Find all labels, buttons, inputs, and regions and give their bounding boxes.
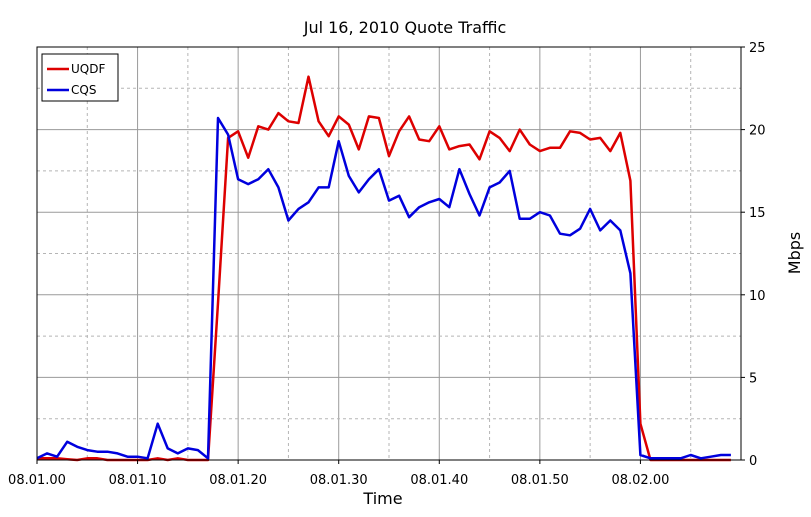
x-tick-label: 08.01.20 — [209, 473, 267, 488]
x-tick-label: 08.01.40 — [410, 473, 468, 488]
y-tick-label: 0 — [749, 454, 757, 469]
x-tick-label: 08.01.00 — [8, 473, 66, 488]
series-line-cqs — [36, 116, 731, 460]
series-line-uqdf — [37, 75, 731, 462]
x-tick-label: 08.01.50 — [511, 473, 569, 488]
x-tick-label: 08.02.00 — [611, 473, 669, 488]
y-tick-label: 5 — [749, 371, 757, 386]
y-tick-label: 20 — [749, 124, 766, 139]
chart-title: Jul 16, 2010 Quote Traffic — [303, 18, 507, 37]
legend-label-uqdf: UQDF — [71, 62, 105, 76]
legend-box — [41, 53, 119, 102]
tick-labels: 08.01.00 08.01.10 08.01.20 08.01.30 08.01.40… — [8, 41, 765, 488]
y-tick-label: 10 — [749, 289, 766, 304]
y-axis-label: Mbps — [785, 232, 804, 274]
x-tick-label: 08.01.30 — [310, 473, 368, 488]
legend: UQDF CQS — [41, 53, 119, 102]
plot-frame — [36, 46, 742, 461]
series-layer — [36, 75, 731, 462]
grid — [37, 47, 741, 460]
x-axis-label: Time — [362, 489, 402, 508]
y-tick-label: 15 — [749, 206, 766, 221]
y-tick-label: 25 — [749, 41, 766, 56]
x-tick-label: 08.01.10 — [109, 473, 167, 488]
legend-label-cqs: CQS — [71, 83, 96, 97]
